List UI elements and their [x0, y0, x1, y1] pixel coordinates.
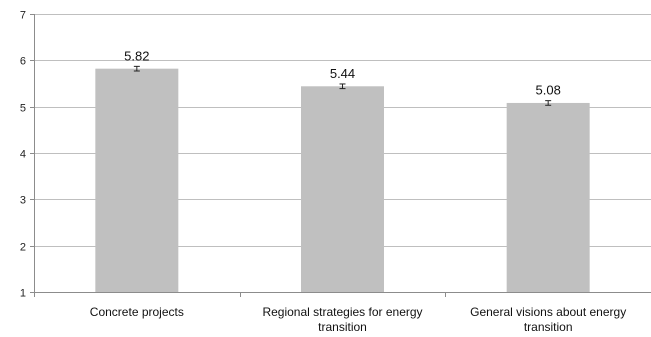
y-tick-label: 5	[20, 103, 26, 115]
category-label: General visions about energy	[470, 305, 626, 319]
category-label: Regional strategies for energy	[262, 305, 422, 319]
category-label: Concrete projects	[90, 305, 184, 319]
y-tick-label: 2	[20, 242, 26, 254]
y-tick-label: 3	[20, 195, 26, 207]
axes: 1 2 3 4 5 6 7	[20, 10, 651, 300]
bar	[95, 68, 179, 292]
data-label: 5.82	[124, 48, 149, 63]
y-tick-label: 7	[20, 10, 26, 22]
category-label: transition	[318, 320, 367, 334]
bar	[506, 102, 590, 293]
data-label: 5.44	[330, 66, 355, 81]
data-label: 5.08	[536, 83, 561, 98]
bar	[301, 86, 384, 292]
labels: 5.82 Concrete projects 5.44 Regional strate…	[90, 48, 626, 334]
bars	[95, 65, 590, 293]
y-tick-label: 4	[20, 149, 26, 161]
category-label: transition	[524, 320, 573, 334]
y-tick-label: 6	[20, 56, 26, 68]
y-tick-label: 1	[20, 288, 26, 300]
